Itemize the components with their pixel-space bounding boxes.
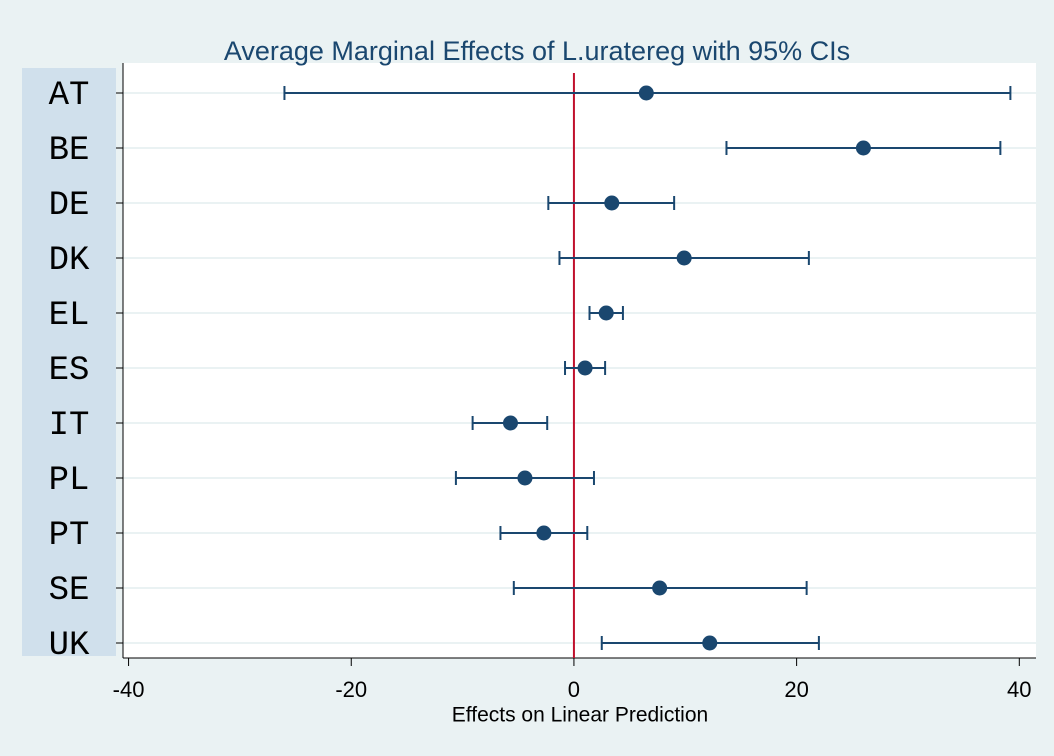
y-tick-label: UK	[49, 627, 90, 665]
plot-area	[123, 63, 1036, 658]
point	[652, 580, 668, 596]
point	[604, 195, 620, 211]
y-tick-label: DE	[49, 187, 90, 225]
y-tick-label: AT	[49, 77, 90, 115]
point	[702, 635, 718, 651]
y-tick-label: ES	[49, 352, 90, 390]
y-tick-label: EL	[49, 297, 90, 335]
x-axis-title: Effects on Linear Prediction	[452, 704, 708, 727]
point	[855, 140, 871, 156]
y-tick-label: IT	[49, 407, 90, 445]
point	[676, 250, 692, 266]
x-tick-label: 40	[1007, 677, 1031, 702]
y-tick-label: BE	[49, 132, 90, 170]
y-tick-label: PL	[49, 462, 90, 500]
x-tick-label: -20	[335, 677, 367, 702]
y-tick-label: PT	[49, 517, 90, 555]
point	[598, 305, 614, 321]
point	[502, 415, 518, 431]
point	[517, 470, 533, 486]
x-tick-label: 20	[784, 677, 808, 702]
point	[577, 360, 593, 376]
y-tick-label: DK	[49, 242, 90, 280]
label-panel	[22, 68, 116, 656]
x-tick-label: -40	[113, 677, 145, 702]
x-tick-label: 0	[568, 677, 580, 702]
point	[638, 85, 654, 101]
point	[536, 525, 552, 541]
y-tick-label: SE	[49, 572, 90, 610]
chart-title: Average Marginal Effects of L.uratereg w…	[224, 36, 850, 66]
